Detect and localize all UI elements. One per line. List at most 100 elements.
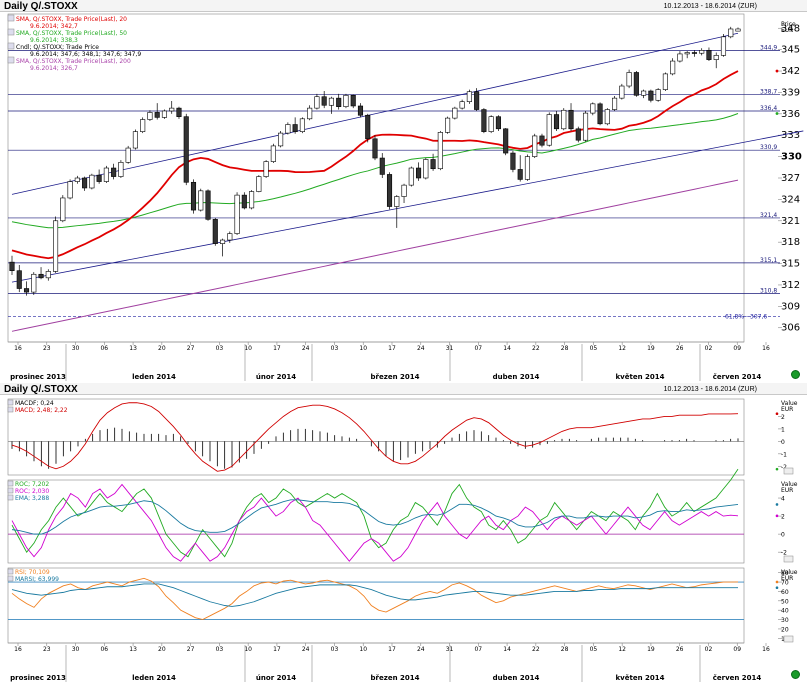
candle-body [270, 145, 276, 162]
candle-body [633, 72, 639, 96]
rsi-axis-unit: EUR [781, 575, 793, 582]
roc-y-tick-label: -2 [781, 550, 787, 557]
macd-plot-area [7, 398, 745, 476]
candle-body [263, 161, 269, 177]
price-month-label: duben 2014 [493, 373, 540, 381]
status-dot-icon[interactable] [791, 670, 800, 679]
candle-body [285, 124, 291, 134]
indicator-x-tick-label: 05 [590, 646, 598, 653]
roc-last-marker [775, 514, 779, 518]
indicator-month-label: duben 2014 [493, 674, 540, 682]
candle-body [176, 107, 182, 117]
indicator-x-tick-label: 12 [618, 646, 626, 653]
rsi-legend-label: RSI; 70,109 [15, 569, 50, 576]
candle-body [256, 176, 262, 192]
legend-toggle-icon [7, 494, 14, 501]
indicator-x-tick-label: 02 [705, 646, 713, 653]
rsi-y-tick-label: 80 [781, 570, 789, 577]
price-y-tick-label: 333 [781, 130, 800, 141]
candle-body [626, 72, 632, 87]
candle-body [437, 132, 443, 170]
candle-body [684, 52, 690, 55]
price-legend-label: SMA, Q/.STOXX, Trade Price(Last), 200 [16, 58, 131, 65]
trend-channel-upper [11, 32, 739, 195]
price-x-tick-label: 30 [72, 345, 80, 352]
legend-toggle-icon [7, 399, 14, 406]
price-x-tick-label: 22 [532, 345, 540, 352]
indicator-x-tick-label: 26 [676, 646, 684, 653]
legend-toggle-icon [7, 575, 14, 582]
indicator-x-tick-label: 17 [388, 646, 396, 653]
indicator-x-tick-label: 24 [417, 646, 425, 653]
candle-body [648, 90, 654, 101]
candle-body [299, 118, 305, 132]
price-month-label: únor 2014 [256, 373, 296, 381]
price-y-tick-label: 309 [781, 301, 800, 312]
legend-toggle-icon [7, 480, 14, 487]
status-dot-icon[interactable] [791, 370, 800, 379]
candle-body [292, 124, 298, 132]
legend-toggle-icon [7, 42, 15, 50]
candle-body [495, 116, 501, 130]
price-x-tick-label: 20 [158, 345, 166, 352]
candle-body [357, 105, 364, 116]
price-x-tick-label: 17 [388, 345, 396, 352]
rsi-y-tick-label: 40 [781, 608, 789, 615]
sma-50-line [11, 113, 739, 229]
candle-body [118, 162, 124, 177]
roc-legend-label: ROC; 7,202 [15, 481, 49, 488]
candle-body [307, 107, 313, 120]
price-x-tick-label: 14 [503, 345, 511, 352]
indicator-x-tick-label: 28 [561, 646, 569, 653]
indicator-month-label: leden 2014 [132, 674, 176, 682]
rsi-y-tick-label: 20 [781, 626, 789, 633]
price-y-tick-label: 348 [781, 23, 800, 34]
price-x-tick-label: 16 [762, 345, 770, 352]
candle-body [161, 110, 168, 118]
candle-body [343, 94, 349, 107]
candle-body [720, 36, 727, 56]
candle-body [677, 53, 683, 62]
macd-series-macd-line [11, 402, 739, 472]
macd-y-tick-label: 1 [781, 426, 785, 433]
price-level-label: 338,7 [760, 89, 777, 96]
candle-body [219, 239, 226, 244]
price-axis-unit: EUR [781, 27, 793, 34]
rsi-axis-title: Value [781, 569, 798, 576]
price-x-tick-label: 05 [590, 345, 598, 352]
indicator-x-tick-label: 27 [187, 646, 195, 653]
candle-body [510, 152, 516, 170]
candle-body [430, 159, 436, 170]
candle-body [546, 114, 552, 146]
price-x-tick-label: 28 [561, 345, 569, 352]
candle-body [379, 157, 385, 175]
candle-body [575, 128, 581, 141]
price-legend-value: 9.6.2014; 342,7 [30, 23, 78, 30]
price-x-tick-label: 27 [187, 345, 195, 352]
indicator-month-label: květen 2014 [616, 674, 665, 682]
price-pane[interactable]: Daily Q/.STOXX 10.12.2013 - 18.6.2014 (Z… [0, 0, 807, 382]
indicator-pane[interactable]: Daily Q/.STOXX 10.12.2013 - 18.6.2014 (Z… [0, 383, 807, 683]
rsi-series-rsi-line [11, 577, 739, 621]
indicator-month-label: prosinec 2013 [10, 674, 66, 682]
indicator-x-tick-label: 07 [474, 646, 482, 653]
price-x-tick-label: 16 [14, 345, 22, 352]
candle-body [154, 112, 160, 118]
roc-y-tick-label: 0 [781, 532, 785, 539]
candle-body [314, 96, 320, 109]
price-y-tick-label: 330 [781, 152, 802, 163]
candle-body [503, 128, 509, 154]
candle-body [670, 60, 676, 75]
price-y-tick-label: 306 [781, 323, 800, 334]
indicator-x-tick-label: 10 [359, 646, 367, 653]
candle-body [452, 107, 458, 119]
rsi-legend-label: MARSI; 63,999 [15, 576, 59, 583]
indicator-x-tick-label: 10 [244, 646, 252, 653]
price-level-label: 310,8 [760, 288, 777, 295]
candle-body [532, 135, 538, 157]
candle-body [53, 220, 59, 272]
candle-body [604, 109, 610, 125]
sma-50-last-marker [775, 112, 779, 115]
